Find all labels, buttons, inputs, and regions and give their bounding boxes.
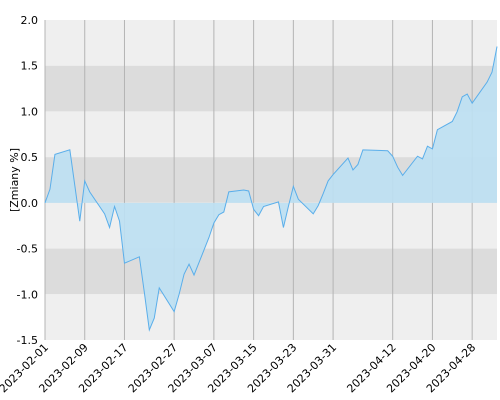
y-axis-label: [Zmiany %] [8, 148, 21, 212]
y-axis-ticks: -1.5 -1.0 -0.5 0.0 0.5 1.0 1.5 2.0 [17, 14, 38, 347]
y-tick-label: 0.0 [21, 197, 39, 210]
series-area [45, 46, 497, 330]
y-tick-label: 1.0 [21, 105, 39, 118]
background-band [45, 294, 497, 340]
x-axis-ticks: 2023-02-012023-02-092023-02-172023-02-27… [0, 341, 478, 395]
y-tick-label: 1.5 [21, 60, 39, 73]
y-tick-label: -1.0 [17, 288, 38, 301]
y-tick-label: 2.0 [21, 14, 39, 27]
series-line [44, 46, 498, 332]
background-band [45, 111, 497, 158]
background-band [45, 248, 497, 295]
background-band [45, 65, 497, 112]
y-tick-label: -0.5 [17, 243, 38, 256]
y-tick-label: -1.5 [17, 334, 38, 347]
y-tick-label: 0.5 [21, 151, 39, 164]
series-layer [44, 46, 498, 332]
background-band [45, 20, 497, 66]
